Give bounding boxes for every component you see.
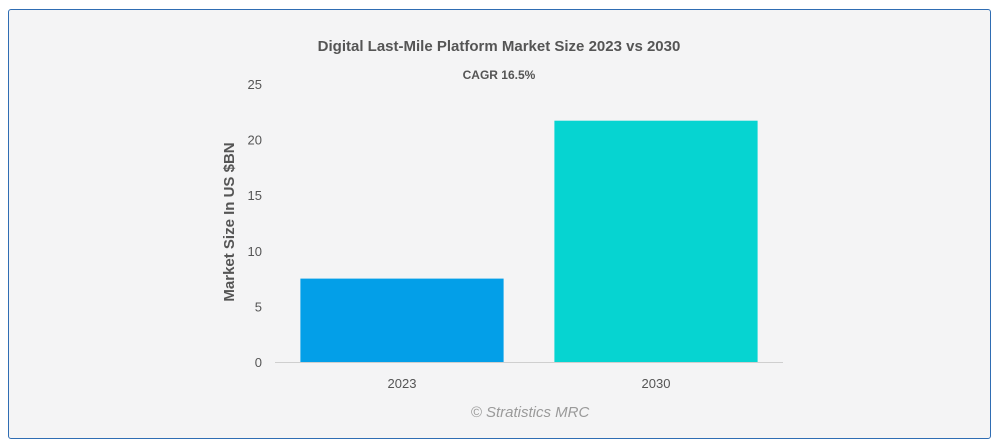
- y-axis-label: Market Size In US $BN: [221, 142, 238, 301]
- x-axis-ticks: 2023 2030: [388, 376, 671, 391]
- x-tick-label: 2030: [642, 376, 671, 391]
- chart-title: Digital Last-Mile Platform Market Size 2…: [318, 38, 681, 55]
- y-axis-ticks: 0 5 10 15 20 25: [248, 77, 262, 370]
- y-tick-label: 15: [248, 188, 262, 203]
- chart-frame: [8, 9, 991, 439]
- y-tick-label: 5: [255, 299, 262, 314]
- y-tick-label: 20: [248, 133, 262, 148]
- x-tick-label: 2023: [388, 376, 417, 391]
- y-tick-label: 0: [255, 355, 262, 370]
- bar-2023: [300, 278, 504, 362]
- credit-text: © Stratistics MRC: [471, 404, 590, 421]
- y-tick-label: 10: [248, 244, 262, 259]
- chart-subtitle: CAGR 16.5%: [463, 68, 536, 82]
- bars-group: [300, 120, 758, 362]
- bar-2030: [554, 120, 758, 362]
- y-tick-label: 25: [248, 77, 262, 92]
